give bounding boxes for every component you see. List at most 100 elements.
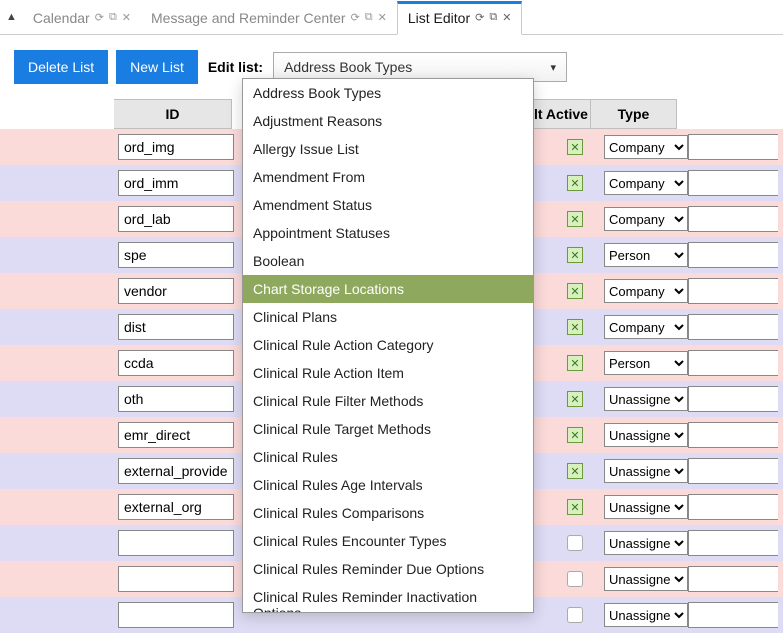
cell-spacer [0, 345, 114, 381]
dropdown-scroll[interactable]: Address Book TypesAdjustment ReasonsAlle… [243, 79, 533, 612]
dropdown-option[interactable]: Amendment From [243, 163, 533, 191]
type-select[interactable]: CompanyPersonUnassigned [604, 315, 688, 339]
type-select[interactable]: CompanyPersonUnassigned [604, 603, 688, 627]
close-icon[interactable]: ✕ [502, 11, 511, 24]
type-select[interactable]: CompanyPersonUnassigned [604, 459, 688, 483]
id-input[interactable] [118, 278, 234, 304]
dropdown-option[interactable]: Clinical Rule Target Methods [243, 415, 533, 443]
tab-list-editor[interactable]: List Editor⟳⧉✕ [397, 1, 523, 35]
trailing-input[interactable] [688, 530, 778, 556]
popout-icon[interactable]: ⧉ [365, 11, 373, 24]
active-checkbox[interactable]: ✕ [567, 499, 583, 515]
tab-label: Message and Reminder Center [151, 10, 346, 26]
cell-spacer [0, 453, 114, 489]
trailing-input[interactable] [688, 566, 778, 592]
active-checkbox[interactable]: ✕ [567, 319, 583, 335]
close-icon[interactable]: ✕ [122, 11, 131, 24]
type-select[interactable]: CompanyPersonUnassigned [604, 135, 688, 159]
active-checkbox[interactable]: ✕ [567, 247, 583, 263]
trailing-input[interactable] [688, 242, 778, 268]
active-checkbox[interactable]: ✕ [567, 391, 583, 407]
trailing-input[interactable] [688, 206, 778, 232]
trailing-input[interactable] [688, 170, 778, 196]
id-input[interactable] [118, 206, 234, 232]
cell-spacer [0, 417, 114, 453]
id-input[interactable] [118, 242, 234, 268]
dropdown-option[interactable]: Adjustment Reasons [243, 107, 533, 135]
dropdown-option[interactable]: Clinical Rule Action Item [243, 359, 533, 387]
type-select[interactable]: CompanyPersonUnassigned [604, 387, 688, 411]
dropdown-option[interactable]: Clinical Rules Age Intervals [243, 471, 533, 499]
type-select[interactable]: CompanyPersonUnassigned [604, 531, 688, 555]
type-select[interactable]: CompanyPersonUnassigned [604, 207, 688, 231]
dropdown-option[interactable]: Clinical Plans [243, 303, 533, 331]
dropdown-option[interactable]: Amendment Status [243, 191, 533, 219]
dropdown-option[interactable]: Clinical Rules [243, 443, 533, 471]
tab-calendar[interactable]: Calendar⟳⧉✕ [23, 1, 141, 34]
trailing-input[interactable] [688, 278, 778, 304]
active-checkbox[interactable]: ✕ [567, 211, 583, 227]
trailing-input[interactable] [688, 350, 778, 376]
type-select[interactable]: CompanyPersonUnassigned [604, 279, 688, 303]
active-checkbox[interactable] [567, 607, 583, 623]
popout-icon[interactable]: ⧉ [489, 11, 497, 24]
trailing-input[interactable] [688, 494, 778, 520]
edit-list-label: Edit list: [208, 59, 263, 75]
active-checkbox[interactable]: ✕ [567, 175, 583, 191]
id-input[interactable] [118, 314, 234, 340]
close-icon[interactable]: ✕ [378, 11, 387, 24]
id-input[interactable] [118, 566, 234, 592]
dropdown-option[interactable]: Allergy Issue List [243, 135, 533, 163]
dropdown-option[interactable]: Clinical Rules Reminder Inactivation Opt… [243, 583, 533, 612]
id-input[interactable] [118, 134, 234, 160]
type-select[interactable]: CompanyPersonUnassigned [604, 423, 688, 447]
type-select[interactable]: CompanyPersonUnassigned [604, 243, 688, 267]
dropdown-option[interactable]: Clinical Rules Comparisons [243, 499, 533, 527]
active-checkbox[interactable] [567, 571, 583, 587]
active-checkbox[interactable]: ✕ [567, 283, 583, 299]
tab-caret-icon[interactable]: ▲ [6, 11, 17, 23]
type-select[interactable]: CompanyPersonUnassigned [604, 495, 688, 519]
id-input[interactable] [118, 494, 234, 520]
active-checkbox[interactable] [567, 535, 583, 551]
trailing-input[interactable] [688, 134, 778, 160]
dropdown-option[interactable]: Address Book Types [243, 79, 533, 107]
type-select[interactable]: CompanyPersonUnassigned [604, 171, 688, 195]
dropdown-option[interactable]: Clinical Rule Action Category [243, 331, 533, 359]
dropdown-option[interactable]: Clinical Rules Reminder Due Options [243, 555, 533, 583]
type-select[interactable]: CompanyPersonUnassigned [604, 567, 688, 591]
chevron-down-icon: ▾ [551, 61, 557, 74]
dropdown-option[interactable]: Chart Storage Locations [243, 275, 533, 303]
dropdown-option[interactable]: Clinical Rules Encounter Types [243, 527, 533, 555]
col-header-id: ID [114, 99, 232, 129]
id-input[interactable] [118, 530, 234, 556]
popout-icon[interactable]: ⧉ [109, 11, 117, 24]
dropdown-option[interactable]: Boolean [243, 247, 533, 275]
type-select[interactable]: CompanyPersonUnassigned [604, 351, 688, 375]
id-input[interactable] [118, 386, 234, 412]
trailing-input[interactable] [688, 314, 778, 340]
refresh-icon[interactable]: ⟳ [475, 11, 484, 24]
cell-spacer [0, 165, 114, 201]
delete-list-button[interactable]: Delete List [14, 50, 108, 84]
active-checkbox[interactable]: ✕ [567, 427, 583, 443]
refresh-icon[interactable]: ⟳ [351, 11, 360, 24]
id-input[interactable] [118, 350, 234, 376]
dropdown-option[interactable]: Clinical Rule Filter Methods [243, 387, 533, 415]
active-checkbox[interactable]: ✕ [567, 139, 583, 155]
refresh-icon[interactable]: ⟳ [95, 11, 104, 24]
trailing-input[interactable] [688, 458, 778, 484]
id-input[interactable] [118, 458, 234, 484]
tab-message-and-reminder-center[interactable]: Message and Reminder Center ⟳ ⧉ ✕ [141, 1, 397, 34]
active-checkbox[interactable]: ✕ [567, 355, 583, 371]
trailing-input[interactable] [688, 602, 778, 628]
id-input[interactable] [118, 602, 234, 628]
trailing-input[interactable] [688, 386, 778, 412]
id-input[interactable] [118, 422, 234, 448]
active-checkbox[interactable]: ✕ [567, 463, 583, 479]
dropdown-option[interactable]: Appointment Statuses [243, 219, 533, 247]
trailing-input[interactable] [688, 422, 778, 448]
id-input[interactable] [118, 170, 234, 196]
cell-spacer [0, 597, 114, 633]
new-list-button[interactable]: New List [116, 50, 198, 84]
